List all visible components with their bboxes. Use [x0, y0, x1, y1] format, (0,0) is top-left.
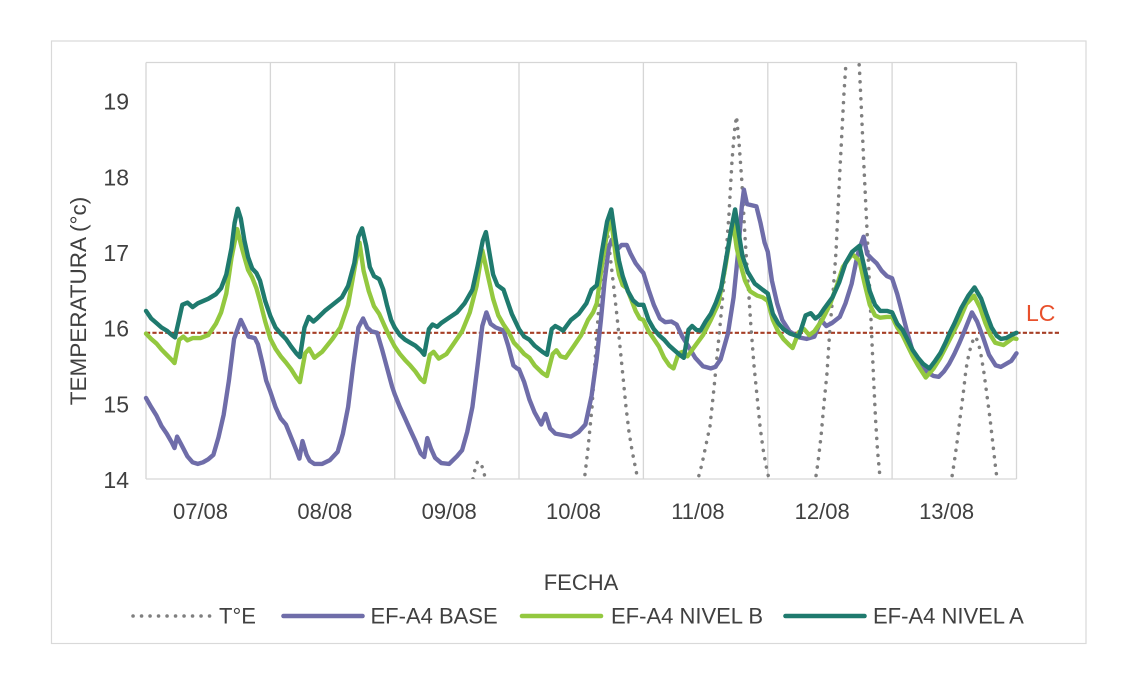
svg-text:15: 15	[103, 392, 129, 418]
svg-text:T°E: T°E	[219, 604, 256, 629]
svg-text:10/08: 10/08	[546, 499, 601, 524]
svg-text:12/08: 12/08	[795, 499, 850, 524]
svg-text:08/08: 08/08	[297, 499, 352, 524]
svg-text:EF-A4 NIVEL A: EF-A4 NIVEL A	[873, 604, 1024, 629]
svg-text:14: 14	[103, 467, 129, 493]
svg-text:19: 19	[103, 89, 129, 115]
svg-text:11/08: 11/08	[671, 499, 724, 524]
svg-text:LC: LC	[1026, 300, 1055, 326]
svg-text:EF-A4 NIVEL B: EF-A4 NIVEL B	[611, 604, 763, 629]
svg-text:TEMPERATURA (°c): TEMPERATURA (°c)	[66, 197, 91, 406]
svg-text:17: 17	[103, 240, 129, 266]
svg-text:09/08: 09/08	[422, 499, 477, 524]
svg-text:EF-A4 BASE: EF-A4 BASE	[371, 604, 498, 629]
svg-text:FECHA: FECHA	[544, 570, 619, 595]
svg-text:13/08: 13/08	[919, 499, 974, 524]
svg-text:07/08: 07/08	[173, 499, 228, 524]
svg-text:16: 16	[103, 316, 129, 342]
svg-text:18: 18	[103, 164, 129, 190]
